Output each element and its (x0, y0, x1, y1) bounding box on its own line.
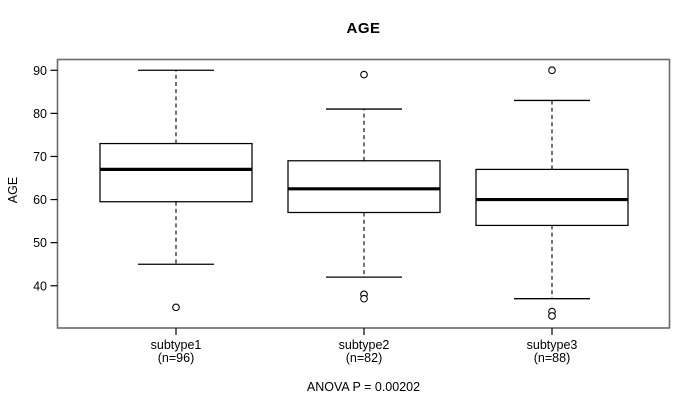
boxplot-subtype1: subtype1(n=96) (99, 69, 253, 365)
iqr-box (475, 168, 629, 227)
chart-title: AGE (346, 20, 381, 37)
y-tick-label: 70 (33, 150, 47, 164)
anova-caption: ANOVA P = 0.00202 (306, 380, 421, 394)
outlier-point (360, 294, 368, 303)
y-tick-label: 60 (33, 193, 47, 207)
x-tick-sublabel: (n=88) (534, 351, 570, 365)
y-tick-label: 40 (33, 279, 47, 293)
x-tick-label: subtype2 (339, 338, 390, 352)
y-tick-label: 90 (33, 64, 47, 78)
outlier-point (360, 70, 368, 79)
iqr-box (287, 160, 441, 214)
x-tick-label: subtype1 (151, 338, 202, 352)
boxplot-subtype2: subtype2(n=82) (287, 70, 441, 365)
outlier-point (548, 66, 556, 75)
x-tick-label: subtype3 (527, 338, 578, 352)
outlier-point (172, 303, 180, 312)
x-tick-sublabel: (n=82) (346, 351, 382, 365)
outlier-point (548, 312, 556, 320)
iqr-box (99, 142, 253, 203)
y-tick-label: 50 (33, 236, 47, 250)
y-tick-label: 80 (33, 107, 47, 121)
boxplot-subtype3: subtype3(n=88) (475, 66, 629, 365)
x-tick-sublabel: (n=96) (158, 351, 194, 365)
